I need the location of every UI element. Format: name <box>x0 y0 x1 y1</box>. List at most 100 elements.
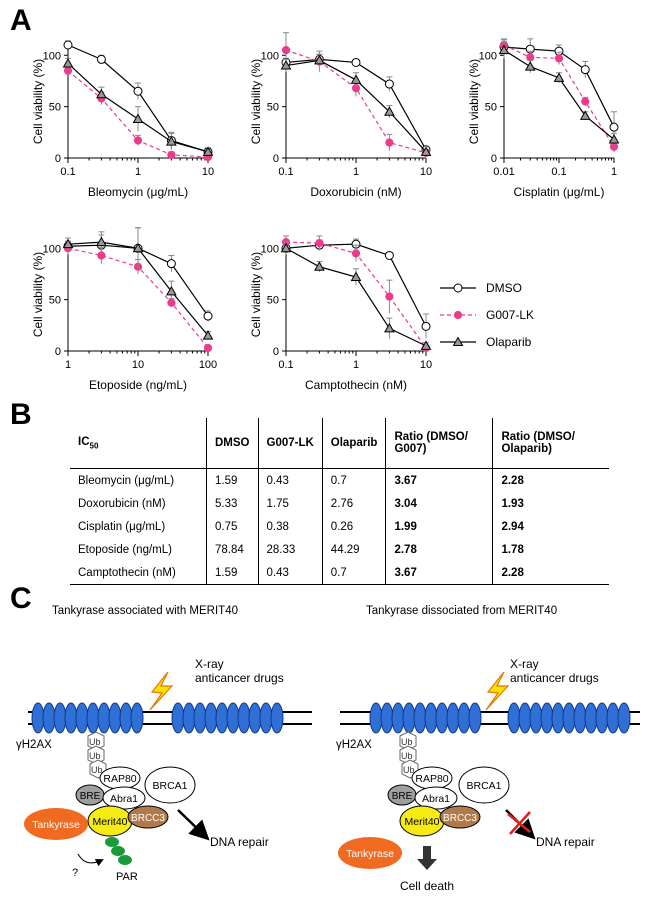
y-tick-label: 0 <box>55 153 61 165</box>
x-tick-label: 0.1 <box>278 166 293 178</box>
nucleosome <box>171 702 185 734</box>
x-tick-label: 0.01 <box>493 166 514 178</box>
right-brca1 <box>458 766 510 804</box>
data-point <box>581 97 590 106</box>
y-tick-label: 0 <box>273 346 279 358</box>
data-point <box>63 40 73 50</box>
data-point <box>133 86 143 96</box>
right-h2ax-label: γH2AX <box>336 739 372 751</box>
nucleosome <box>617 702 631 734</box>
header-dmso: DMSO <box>206 418 258 469</box>
nucleosome <box>424 702 438 734</box>
chart-4: 0 50 100 1 10 100 Etoposide (ng/mL) Cell viabil… <box>31 227 217 392</box>
nucleosome <box>182 702 196 734</box>
legend-marker <box>453 283 463 293</box>
right-rap80-label: RAP80 <box>415 773 448 785</box>
data-point <box>524 61 536 71</box>
right-dna-repair-label: DNA repair <box>536 835 595 849</box>
y-axis-label: Cell viability (%) <box>249 252 263 337</box>
data-point <box>579 110 591 120</box>
left-tankyrase <box>24 808 88 840</box>
data-point <box>203 311 213 321</box>
cell-r2: 2.28 <box>492 561 610 585</box>
y-tick-label: 0 <box>491 153 497 165</box>
cell-r1: 3.67 <box>385 468 493 492</box>
nucleosome <box>237 702 251 734</box>
right-bre-label: BRE <box>392 791 413 802</box>
nucleosome <box>584 702 598 734</box>
left-nucleosome-array-2 <box>171 702 284 734</box>
cell-dmso: 78.84 <box>206 538 258 561</box>
cell-r1: 1.99 <box>385 515 493 538</box>
left-bre-label: BRE <box>80 791 101 802</box>
table-row: Doxorubicin (nM) 5.33 1.75 2.76 3.04 1.93 <box>70 492 610 515</box>
nucleosome <box>457 702 471 734</box>
ic50-table: IC50 DMSO G007-LK Olaparib Ratio (DMSO/ … <box>70 418 610 585</box>
left-ub-2: Ub <box>89 751 101 761</box>
chart-5: 0 50 100 0.1 1 10 Camptothecin (nM) Cell viabil… <box>249 235 432 392</box>
right-nucleosome-array-1 <box>369 702 482 734</box>
left-xray-label: X-ray <box>195 657 224 671</box>
nucleosome <box>215 702 229 734</box>
cell-r1: 3.67 <box>385 561 493 585</box>
data-point <box>553 72 565 82</box>
cell-r2: 2.94 <box>492 515 610 538</box>
left-lightning-icon <box>149 671 174 711</box>
nucleosome <box>606 702 620 734</box>
cell-olaparib: 0.26 <box>321 515 386 538</box>
header-ratio-g007: Ratio (DMSO/ G007) <box>385 418 493 469</box>
cell-r2: 1.93 <box>492 492 610 515</box>
right-brcc3 <box>439 805 481 829</box>
cell-label: Cisplatin (μg/mL) <box>78 520 166 533</box>
nucleosome <box>97 702 111 734</box>
data-point <box>62 57 74 68</box>
data-point <box>280 60 292 70</box>
data-point <box>420 146 432 156</box>
data-point <box>166 136 177 146</box>
nucleosome <box>259 702 273 734</box>
data-point <box>132 242 144 253</box>
left-dna-repair-arrow <box>177 809 210 841</box>
y-tick-label: 100 <box>43 50 61 62</box>
nucleosome <box>413 702 427 734</box>
right-lightning-icon <box>485 671 510 711</box>
panel-label-b: B <box>10 398 32 431</box>
y-tick-label: 0 <box>55 346 61 358</box>
y-tick-label: 100 <box>261 50 279 62</box>
series-olaparib <box>62 57 214 156</box>
right-tankyrase-label: Tankyrase <box>346 848 394 860</box>
x-tick-label: 10 <box>420 166 432 178</box>
right-ub-chain <box>399 731 419 779</box>
data-point <box>202 146 214 156</box>
data-point <box>384 79 394 89</box>
left-nucleosome-array-1 <box>31 702 144 734</box>
panel-label-c: C <box>10 582 32 615</box>
series-olaparib <box>280 53 432 156</box>
cell-g007: 0.43 <box>257 561 323 585</box>
data-point <box>315 239 324 248</box>
data-point <box>167 150 176 160</box>
data-point <box>62 238 74 249</box>
data-point <box>97 251 106 260</box>
nucleosome <box>64 702 78 734</box>
x-tick-label: 0.1 <box>60 166 75 178</box>
x-tick-label: 1 <box>353 359 359 371</box>
legend-label: Olaparib <box>486 335 532 349</box>
data-point <box>96 88 107 99</box>
data-point <box>280 242 292 253</box>
data-point <box>384 322 395 333</box>
data-point <box>133 136 143 145</box>
left-ub-chain <box>87 731 107 779</box>
x-tick-label: 1 <box>65 359 71 371</box>
data-point <box>384 250 394 260</box>
nucleosome <box>86 702 100 734</box>
left-brcc3-label: BRCC3 <box>131 813 165 824</box>
series-dmso <box>281 53 431 155</box>
y-tick-label: 100 <box>479 50 497 62</box>
data-point <box>96 54 106 64</box>
y-axis-label: Cell viability (%) <box>249 59 263 144</box>
nucleosome <box>75 702 89 734</box>
x-tick-label: 10 <box>132 359 144 371</box>
nucleosome <box>108 702 122 734</box>
left-h2ax-label: γH2AX <box>16 739 52 751</box>
